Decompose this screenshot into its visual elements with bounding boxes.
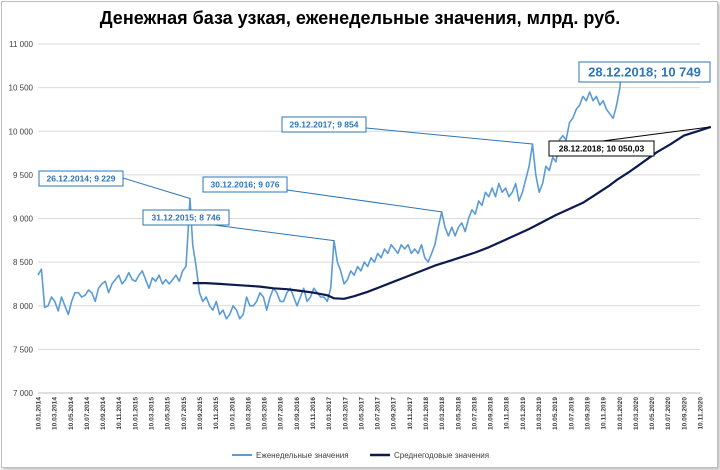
x-tick-label: 10.03.2020 bbox=[633, 397, 640, 430]
x-tick-label: 10.07.2019 bbox=[568, 397, 575, 430]
annotation-label: 30.12.2016; 9 076 bbox=[210, 180, 279, 190]
y-tick-label: 7 500 bbox=[13, 345, 34, 354]
x-tick-label: 10.01.2018 bbox=[423, 397, 430, 430]
x-tick-label: 10.01.2014 bbox=[36, 397, 43, 430]
annotation-leader-line bbox=[213, 224, 335, 242]
x-tick-label: 10.07.2020 bbox=[665, 397, 672, 430]
x-tick-label: 10.03.2019 bbox=[536, 397, 543, 430]
x-tick-label: 10.09.2020 bbox=[681, 397, 688, 430]
annotation-box bbox=[38, 170, 124, 187]
annotation-leader-line bbox=[122, 177, 191, 199]
annotation-leader-line bbox=[286, 189, 442, 213]
y-tick-label: 8 000 bbox=[13, 302, 34, 311]
annual-average-series-line bbox=[192, 125, 712, 300]
x-tick-label: 10.11.2018 bbox=[504, 397, 511, 430]
x-tick-label: 10.09.2014 bbox=[100, 397, 107, 430]
x-tick-label: 10.03.2017 bbox=[342, 397, 349, 430]
x-tick-label: 10.09.2016 bbox=[294, 397, 301, 430]
y-tick-label: 11 000 bbox=[9, 40, 33, 49]
x-tick-label: 10.03.2015 bbox=[149, 397, 156, 430]
x-tick-label: 10.05.2014 bbox=[68, 397, 75, 430]
x-tick-label: 10.09.2019 bbox=[584, 397, 591, 430]
x-tick-label: 10.07.2018 bbox=[471, 397, 478, 430]
x-tick-label: 10.05.2020 bbox=[649, 397, 656, 430]
chart-title: Денежная база узкая, еженедельные значен… bbox=[99, 8, 621, 28]
x-tick-label: 10.05.2017 bbox=[358, 397, 365, 430]
x-tick-label: 10.03.2014 bbox=[52, 397, 59, 430]
x-tick-label: 10.05.2015 bbox=[165, 397, 172, 430]
x-tick-label: 10.01.2015 bbox=[132, 397, 139, 430]
annotation-label: 26.12.2014; 9 229 bbox=[46, 174, 115, 184]
y-tick-label: 9 500 bbox=[13, 171, 34, 180]
y-tick-label: 7 000 bbox=[13, 389, 34, 398]
annotation-box bbox=[202, 176, 288, 193]
x-tick-label: 10.03.2016 bbox=[245, 397, 252, 430]
x-tick-label: 10.11.2015 bbox=[213, 397, 220, 430]
x-tick-label: 10.11.2016 bbox=[310, 397, 317, 430]
legend-label: Среднегодовые значения bbox=[394, 451, 489, 460]
x-tick-label: 10.11.2019 bbox=[601, 397, 608, 430]
x-tick-label: 10.01.2016 bbox=[229, 397, 236, 430]
annotation-label: 31.12.2015; 8 746 bbox=[151, 213, 220, 223]
annotation-label: 29.12.2017; 9 854 bbox=[289, 120, 358, 130]
x-tick-label: 10.01.2017 bbox=[326, 397, 333, 430]
x-tick-label: 10.07.2017 bbox=[375, 397, 382, 430]
x-tick-label: 10.05.2019 bbox=[552, 397, 559, 430]
x-tick-label: 10.11.2020 bbox=[698, 397, 705, 430]
annotation-label: 28.12.2018; 10 050,03 bbox=[559, 144, 645, 154]
annotation-box bbox=[578, 61, 711, 83]
x-tick-label: 10.11.2017 bbox=[407, 397, 414, 430]
x-tick-label: 10.09.2017 bbox=[391, 397, 398, 430]
annotation-label: 28.12.2018; 10 749 bbox=[588, 65, 701, 80]
x-tick-label: 10.07.2015 bbox=[181, 397, 188, 430]
x-tick-label: 10.03.2018 bbox=[439, 397, 446, 430]
annotation-box bbox=[142, 209, 230, 226]
annotation-box bbox=[548, 140, 655, 157]
x-tick-label: 10.05.2016 bbox=[262, 397, 269, 430]
x-tick-label: 10.09.2018 bbox=[488, 397, 495, 430]
annotation-leader-line bbox=[365, 127, 533, 145]
y-tick-label: 10 500 bbox=[9, 84, 34, 93]
y-tick-label: 9 000 bbox=[13, 215, 34, 224]
legend-label: Еженедельные значения bbox=[256, 451, 349, 460]
x-tick-label: 10.05.2018 bbox=[455, 397, 462, 430]
x-tick-label: 10.09.2015 bbox=[197, 397, 204, 430]
annotation-box bbox=[281, 116, 367, 133]
x-tick-label: 10.11.2014 bbox=[116, 397, 123, 430]
x-tick-label: 10.07.2016 bbox=[278, 397, 285, 430]
x-tick-label: 10.01.2019 bbox=[520, 397, 527, 430]
x-tick-label: 10.07.2014 bbox=[84, 397, 91, 430]
x-tick-label: 10.01.2020 bbox=[617, 397, 624, 430]
y-tick-label: 8 500 bbox=[13, 258, 34, 267]
y-tick-label: 10 000 bbox=[9, 127, 34, 136]
weekly-series-line bbox=[37, 65, 623, 320]
